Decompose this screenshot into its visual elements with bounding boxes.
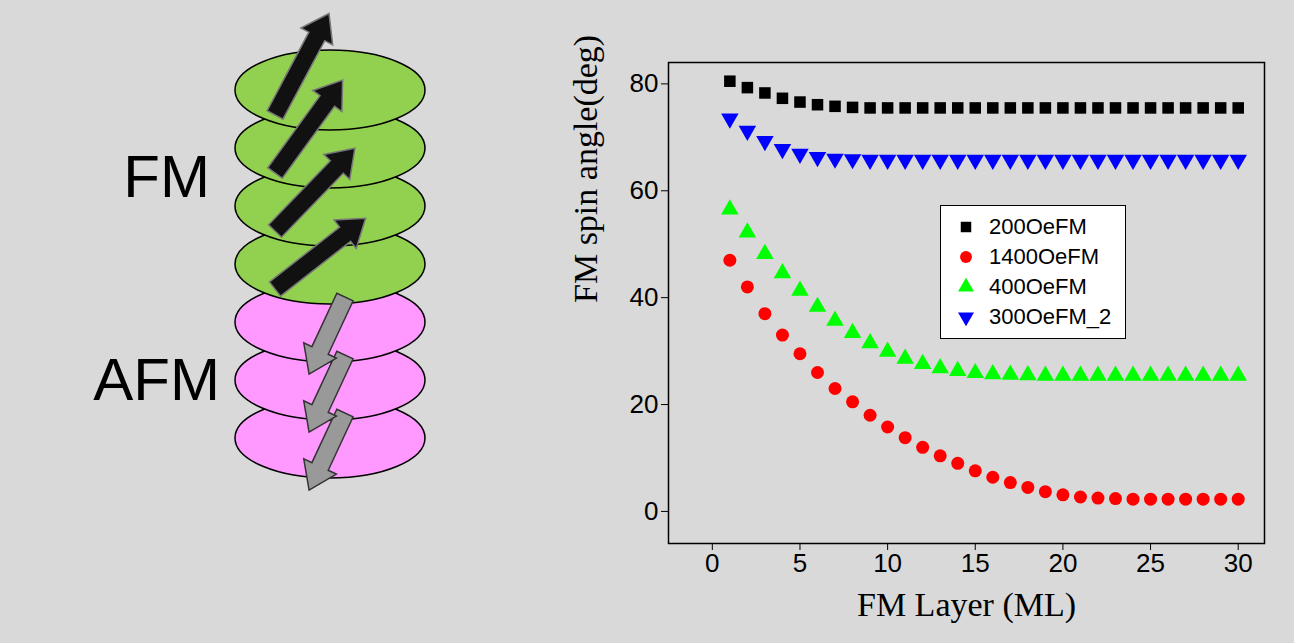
svg-text:10: 10 — [873, 548, 902, 578]
svg-text:FM spin angle(deg): FM spin angle(deg) — [567, 35, 605, 303]
svg-text:0: 0 — [705, 548, 719, 578]
svg-text:30: 30 — [1224, 548, 1253, 578]
svg-text:15: 15 — [961, 548, 990, 578]
html-text:300OeFM_2: 300OeFM_2 — [989, 304, 1112, 329]
svg-text:25: 25 — [1136, 548, 1165, 578]
svg-text:20: 20 — [1048, 548, 1077, 578]
svg-text:AFM: AFM — [93, 346, 220, 413]
svg-text:40: 40 — [630, 282, 659, 312]
svg-text:0: 0 — [644, 496, 658, 526]
svg-text:5: 5 — [793, 548, 807, 578]
svg-text:80: 80 — [630, 68, 659, 98]
svg-text:FM: FM — [123, 143, 210, 210]
svg-text:60: 60 — [630, 175, 659, 205]
html-text:400OeFM: 400OeFM — [989, 274, 1087, 299]
svg-text:20: 20 — [630, 389, 659, 419]
svg-text:FM Layer (ML): FM Layer (ML) — [857, 586, 1076, 624]
html-text:1400OeFM: 1400OeFM — [989, 244, 1100, 269]
html-text:200OeFM: 200OeFM — [989, 214, 1087, 239]
